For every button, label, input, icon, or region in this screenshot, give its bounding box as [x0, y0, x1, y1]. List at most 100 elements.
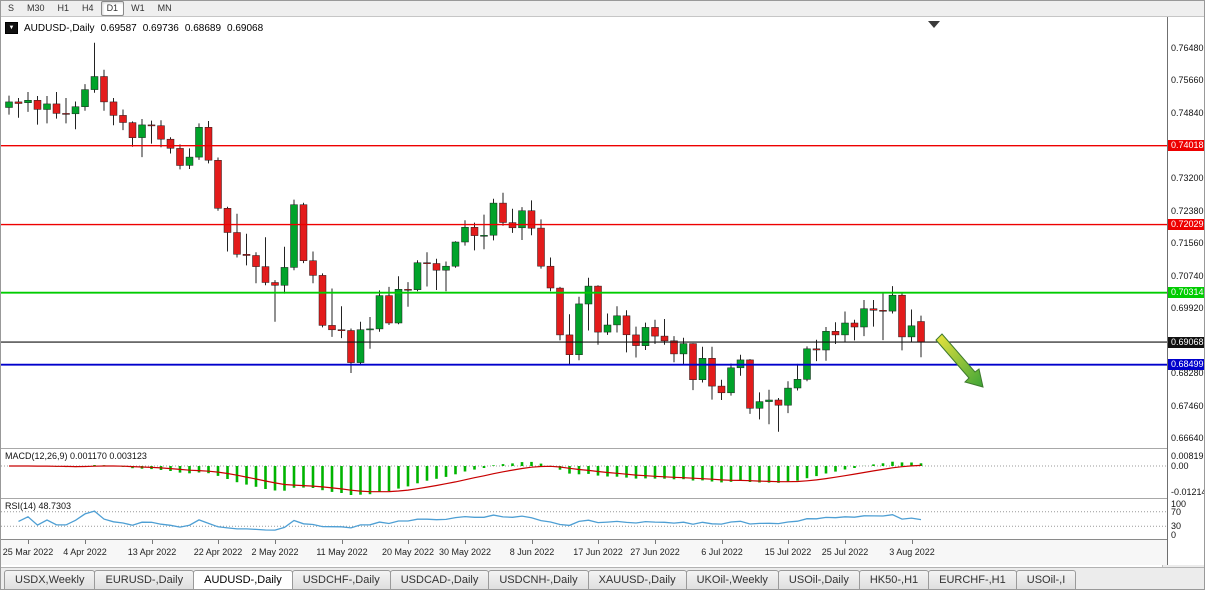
down-candle [309, 260, 317, 276]
down-candle [252, 255, 260, 267]
timeframe-button-s[interactable]: S [8, 3, 15, 13]
down-candle [869, 308, 878, 311]
up-candle [480, 235, 488, 237]
date-tick-mark [152, 540, 153, 544]
chart-symbol-label: AUDUSD-,Daily [24, 22, 95, 34]
down-candle [328, 325, 336, 331]
date-tick-label: 6 Jul 2022 [701, 547, 743, 557]
candlestick-chart-svg[interactable] [1, 17, 1167, 448]
down-candle [708, 358, 716, 387]
down-candle [318, 275, 327, 326]
down-candle [898, 294, 906, 338]
macd-axis-label: 0.008197 [1171, 451, 1205, 461]
chart-tab-usdcad-daily[interactable]: USDCAD-,Daily [389, 570, 490, 589]
time-axis[interactable]: 25 Mar 2022 4 Apr 2022 13 Apr 2022 22 Apr 2… [1, 540, 1167, 565]
date-tick-mark [845, 540, 846, 544]
macd-axis-label: 0.00 [1171, 461, 1189, 471]
date-tick-mark [28, 540, 29, 544]
up-candle [603, 324, 612, 333]
chart-tab-usdx-weekly[interactable]: USDX,Weekly [4, 570, 96, 589]
down-candle [812, 348, 821, 351]
date-tick-label: 4 Apr 2022 [63, 547, 107, 557]
up-candle [366, 328, 374, 331]
rsi-indicator-panel[interactable]: RSI(14) 48.7303 [1, 499, 1167, 540]
up-candle [24, 100, 32, 103]
chart-header: ▼ AUDUSD-,Daily 0.69587 0.69736 0.68689 … [5, 22, 263, 34]
chart-tab-usdcnh-daily[interactable]: USDCNH-,Daily [488, 570, 589, 589]
price-axis[interactable]: 0.76480 0.75660 0.74840 0.73200 0.72380 0.715… [1167, 17, 1205, 565]
chart-tab-usdchf-daily[interactable]: USDCHF-,Daily [291, 570, 391, 589]
down-candle [214, 160, 222, 209]
down-candle [917, 321, 925, 343]
chart-tab-audusd-daily[interactable]: AUDUSD-,Daily [193, 570, 293, 589]
price-level-label: 0.68499 [1168, 359, 1204, 370]
down-candle [14, 101, 23, 104]
timeframe-button-h4[interactable]: H4 [82, 3, 94, 13]
sell-arrow-annotation[interactable] [935, 333, 984, 388]
chart-tab-bar: USDX,Weekly EURUSD-,Daily AUDUSD-,Daily USD… [1, 567, 1204, 589]
price-tick-label: 0.72380 [1171, 206, 1204, 216]
date-tick-mark [788, 540, 789, 544]
down-candle [470, 227, 479, 236]
chart-tab-eurchf-h1[interactable]: EURCHF-,H1 [928, 570, 1017, 589]
symbol-dropdown-icon[interactable]: ▼ [5, 22, 18, 34]
date-tick-label: 22 Apr 2022 [193, 547, 243, 557]
up-candle [71, 106, 80, 115]
timeframe-button-d1[interactable]: D1 [100, 1, 125, 16]
rsi-label: RSI(14) 48.7303 [5, 501, 72, 511]
timeframe-button-mn[interactable]: MN [157, 3, 172, 13]
up-candle [755, 401, 764, 409]
price-tick-label: 0.73200 [1171, 173, 1204, 183]
price-tick-label: 0.76480 [1171, 43, 1204, 53]
date-tick-mark [912, 540, 913, 544]
ohlc-high: 0.69736 [142, 22, 179, 34]
chart-tab-usoil-daily[interactable]: USOil-,Daily [777, 570, 860, 589]
down-candle [100, 76, 108, 103]
down-candle [242, 254, 251, 256]
date-tick-mark [342, 540, 343, 544]
chart-tab-xauusd-daily[interactable]: XAUUSD-,Daily [587, 570, 687, 589]
chart-tab-ukoil-weekly[interactable]: UKOil-,Weekly [685, 570, 779, 589]
down-candle [261, 266, 270, 283]
down-candle [556, 287, 564, 336]
date-tick-label: 25 Jul 2022 [821, 547, 869, 557]
date-tick-mark [85, 540, 86, 544]
price-tick-label: 0.68280 [1171, 368, 1204, 378]
down-candle [831, 331, 840, 336]
date-tick-mark [722, 540, 723, 544]
timeframe-button-h1[interactable]: H1 [57, 3, 70, 13]
price-level-label: 0.69068 [1168, 337, 1204, 348]
price-tick-label: 0.71560 [1171, 238, 1204, 248]
chart-tab-hk50-h1[interactable]: HK50-,H1 [858, 570, 930, 589]
price-tick-label: 0.66640 [1171, 433, 1204, 443]
down-candle [670, 340, 678, 355]
ohlc-close: 0.69068 [227, 22, 264, 34]
down-candle [537, 227, 545, 267]
macd-axis-label: -0.01214 [1171, 487, 1205, 497]
timeframe-button-m30[interactable]: M30 [27, 3, 45, 13]
macd-chart-svg[interactable] [1, 449, 1167, 498]
price-tick-label: 0.67460 [1171, 401, 1204, 411]
date-tick-label: 27 Jun 2022 [630, 547, 680, 557]
chart-tab-usoil-i[interactable]: USOil-,I [1015, 570, 1077, 589]
up-candle [860, 308, 868, 328]
macd-indicator-panel[interactable]: MACD(12,26,9) 0.001170 0.003123 [1, 449, 1167, 499]
down-candle [109, 101, 118, 116]
down-candle [594, 285, 602, 333]
chart-shift-marker-icon[interactable] [928, 21, 940, 28]
date-tick-mark [218, 540, 219, 544]
rsi-line [18, 510, 922, 531]
price-tick-label: 0.74840 [1171, 108, 1204, 118]
up-candle [356, 329, 365, 363]
price-level-label: 0.72029 [1168, 219, 1204, 230]
rsi-chart-svg[interactable] [1, 499, 1167, 539]
down-candle [299, 204, 308, 261]
date-tick-label: 17 Jun 2022 [573, 547, 623, 557]
date-tick-label: 8 Jun 2022 [509, 547, 555, 557]
timeframe-button-w1[interactable]: W1 [131, 3, 145, 13]
price-chart-panel[interactable]: ▼ AUDUSD-,Daily 0.69587 0.69736 0.68689 … [1, 17, 1167, 449]
chart-tab-eurusd-daily[interactable]: EURUSD-,Daily [94, 570, 195, 589]
up-candle [280, 267, 289, 286]
down-candle [850, 322, 859, 328]
